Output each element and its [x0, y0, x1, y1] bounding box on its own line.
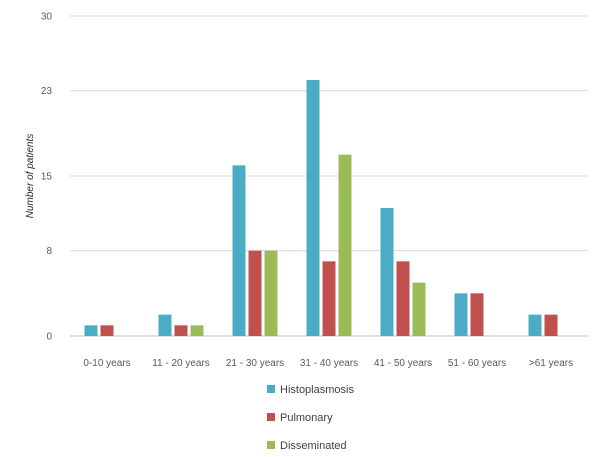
gridlines	[70, 15, 588, 337]
x-tick-label: 31 - 40 years	[300, 358, 358, 369]
x-tick-label: 11 - 20 years	[152, 358, 210, 369]
x-tick-label: 0-10 years	[83, 358, 130, 369]
legend-item-disseminated: Disseminated	[267, 440, 347, 452]
y-tick-label: 8	[46, 246, 52, 257]
bar-pulmonary-5	[470, 293, 484, 336]
bar-disseminated-1	[190, 325, 204, 336]
bar-pulmonary-0	[100, 325, 114, 336]
bar-histoplasmosis-1	[158, 314, 172, 336]
bar-pulmonary-2	[248, 250, 262, 336]
legend-item-pulmonary: Pulmonary	[267, 412, 333, 424]
y-tick-label: 15	[41, 172, 53, 183]
legend-label: Histoplasmosis	[280, 384, 354, 396]
x-tick-label: 41 - 50 years	[374, 358, 432, 369]
bar-histoplasmosis-6	[528, 314, 542, 336]
legend-label: Pulmonary	[280, 412, 333, 424]
bar-disseminated-3	[338, 154, 352, 336]
legend-label: Disseminated	[280, 440, 347, 452]
y-tick-label: 23	[41, 86, 53, 97]
legend-swatch	[267, 385, 275, 393]
legend-swatch	[267, 413, 275, 421]
y-tick-label: 0	[46, 332, 52, 343]
legend-item-histoplasmosis: Histoplasmosis	[267, 384, 354, 396]
legend-swatch	[267, 441, 275, 449]
y-axis-title: Number of patients	[25, 134, 36, 219]
legend: Histoplasmosis Pulmonary Disseminated	[267, 384, 354, 452]
bar-histoplasmosis-4	[380, 208, 394, 336]
bar-pulmonary-6	[544, 314, 558, 336]
bar-pulmonary-4	[396, 261, 410, 336]
y-axis-ticks: 0 8 15 23 30	[41, 12, 53, 343]
bars	[84, 80, 558, 336]
x-tick-label: 51 - 60 years	[448, 358, 506, 369]
bar-histoplasmosis-2	[232, 165, 246, 336]
bar-histoplasmosis-3	[306, 80, 320, 336]
bar-histoplasmosis-5	[454, 293, 468, 336]
x-tick-label: 21 - 30 years	[226, 358, 284, 369]
bar-histoplasmosis-0	[84, 325, 98, 336]
bar-pulmonary-1	[174, 325, 188, 336]
x-axis-ticks: 0-10 years 11 - 20 years 21 - 30 years 31 -…	[83, 358, 573, 369]
y-tick-label: 30	[41, 12, 53, 23]
x-tick-label: >61 years	[529, 358, 573, 369]
bar-pulmonary-3	[322, 261, 336, 336]
bar-disseminated-2	[264, 250, 278, 336]
bar-disseminated-4	[412, 282, 426, 336]
